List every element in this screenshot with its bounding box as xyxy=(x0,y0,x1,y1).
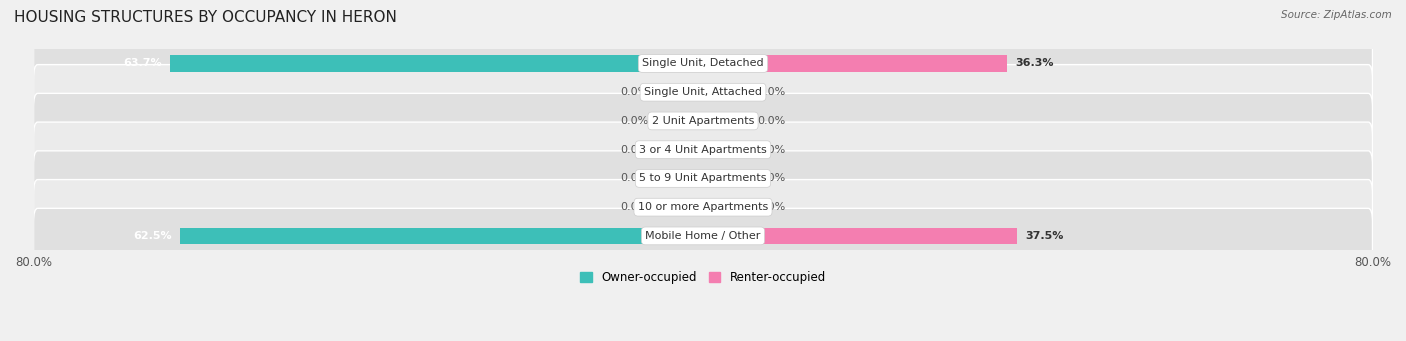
Text: 63.7%: 63.7% xyxy=(122,58,162,69)
Text: 0.0%: 0.0% xyxy=(758,87,786,97)
Bar xyxy=(703,113,754,129)
Bar xyxy=(703,227,1017,244)
Text: 36.3%: 36.3% xyxy=(1015,58,1053,69)
Bar xyxy=(652,170,703,187)
Text: 0.0%: 0.0% xyxy=(758,174,786,183)
Text: 37.5%: 37.5% xyxy=(1025,231,1063,241)
Text: Mobile Home / Other: Mobile Home / Other xyxy=(645,231,761,241)
Text: 0.0%: 0.0% xyxy=(620,87,648,97)
Bar xyxy=(703,84,754,101)
Text: 0.0%: 0.0% xyxy=(620,174,648,183)
Text: 0.0%: 0.0% xyxy=(758,202,786,212)
Text: 62.5%: 62.5% xyxy=(134,231,172,241)
Text: 10 or more Apartments: 10 or more Apartments xyxy=(638,202,768,212)
FancyBboxPatch shape xyxy=(34,36,1372,91)
FancyBboxPatch shape xyxy=(34,151,1372,206)
Bar xyxy=(652,113,703,129)
Text: HOUSING STRUCTURES BY OCCUPANCY IN HERON: HOUSING STRUCTURES BY OCCUPANCY IN HERON xyxy=(14,10,396,25)
Bar xyxy=(652,142,703,158)
Text: 0.0%: 0.0% xyxy=(758,116,786,126)
Text: 2 Unit Apartments: 2 Unit Apartments xyxy=(652,116,754,126)
Bar xyxy=(170,55,703,72)
Bar xyxy=(652,84,703,101)
Bar xyxy=(652,199,703,216)
Text: 0.0%: 0.0% xyxy=(620,145,648,155)
Text: Single Unit, Attached: Single Unit, Attached xyxy=(644,87,762,97)
Text: Single Unit, Detached: Single Unit, Detached xyxy=(643,58,763,69)
FancyBboxPatch shape xyxy=(34,180,1372,235)
Text: 0.0%: 0.0% xyxy=(620,202,648,212)
Legend: Owner-occupied, Renter-occupied: Owner-occupied, Renter-occupied xyxy=(575,266,831,288)
Text: 0.0%: 0.0% xyxy=(620,116,648,126)
FancyBboxPatch shape xyxy=(34,122,1372,177)
FancyBboxPatch shape xyxy=(34,208,1372,264)
Bar xyxy=(703,170,754,187)
Text: 0.0%: 0.0% xyxy=(758,145,786,155)
Bar xyxy=(703,199,754,216)
Bar xyxy=(703,55,1007,72)
Text: 5 to 9 Unit Apartments: 5 to 9 Unit Apartments xyxy=(640,174,766,183)
Text: 3 or 4 Unit Apartments: 3 or 4 Unit Apartments xyxy=(640,145,766,155)
Bar xyxy=(703,142,754,158)
Bar xyxy=(180,227,703,244)
FancyBboxPatch shape xyxy=(34,93,1372,149)
FancyBboxPatch shape xyxy=(34,64,1372,120)
Text: Source: ZipAtlas.com: Source: ZipAtlas.com xyxy=(1281,10,1392,20)
